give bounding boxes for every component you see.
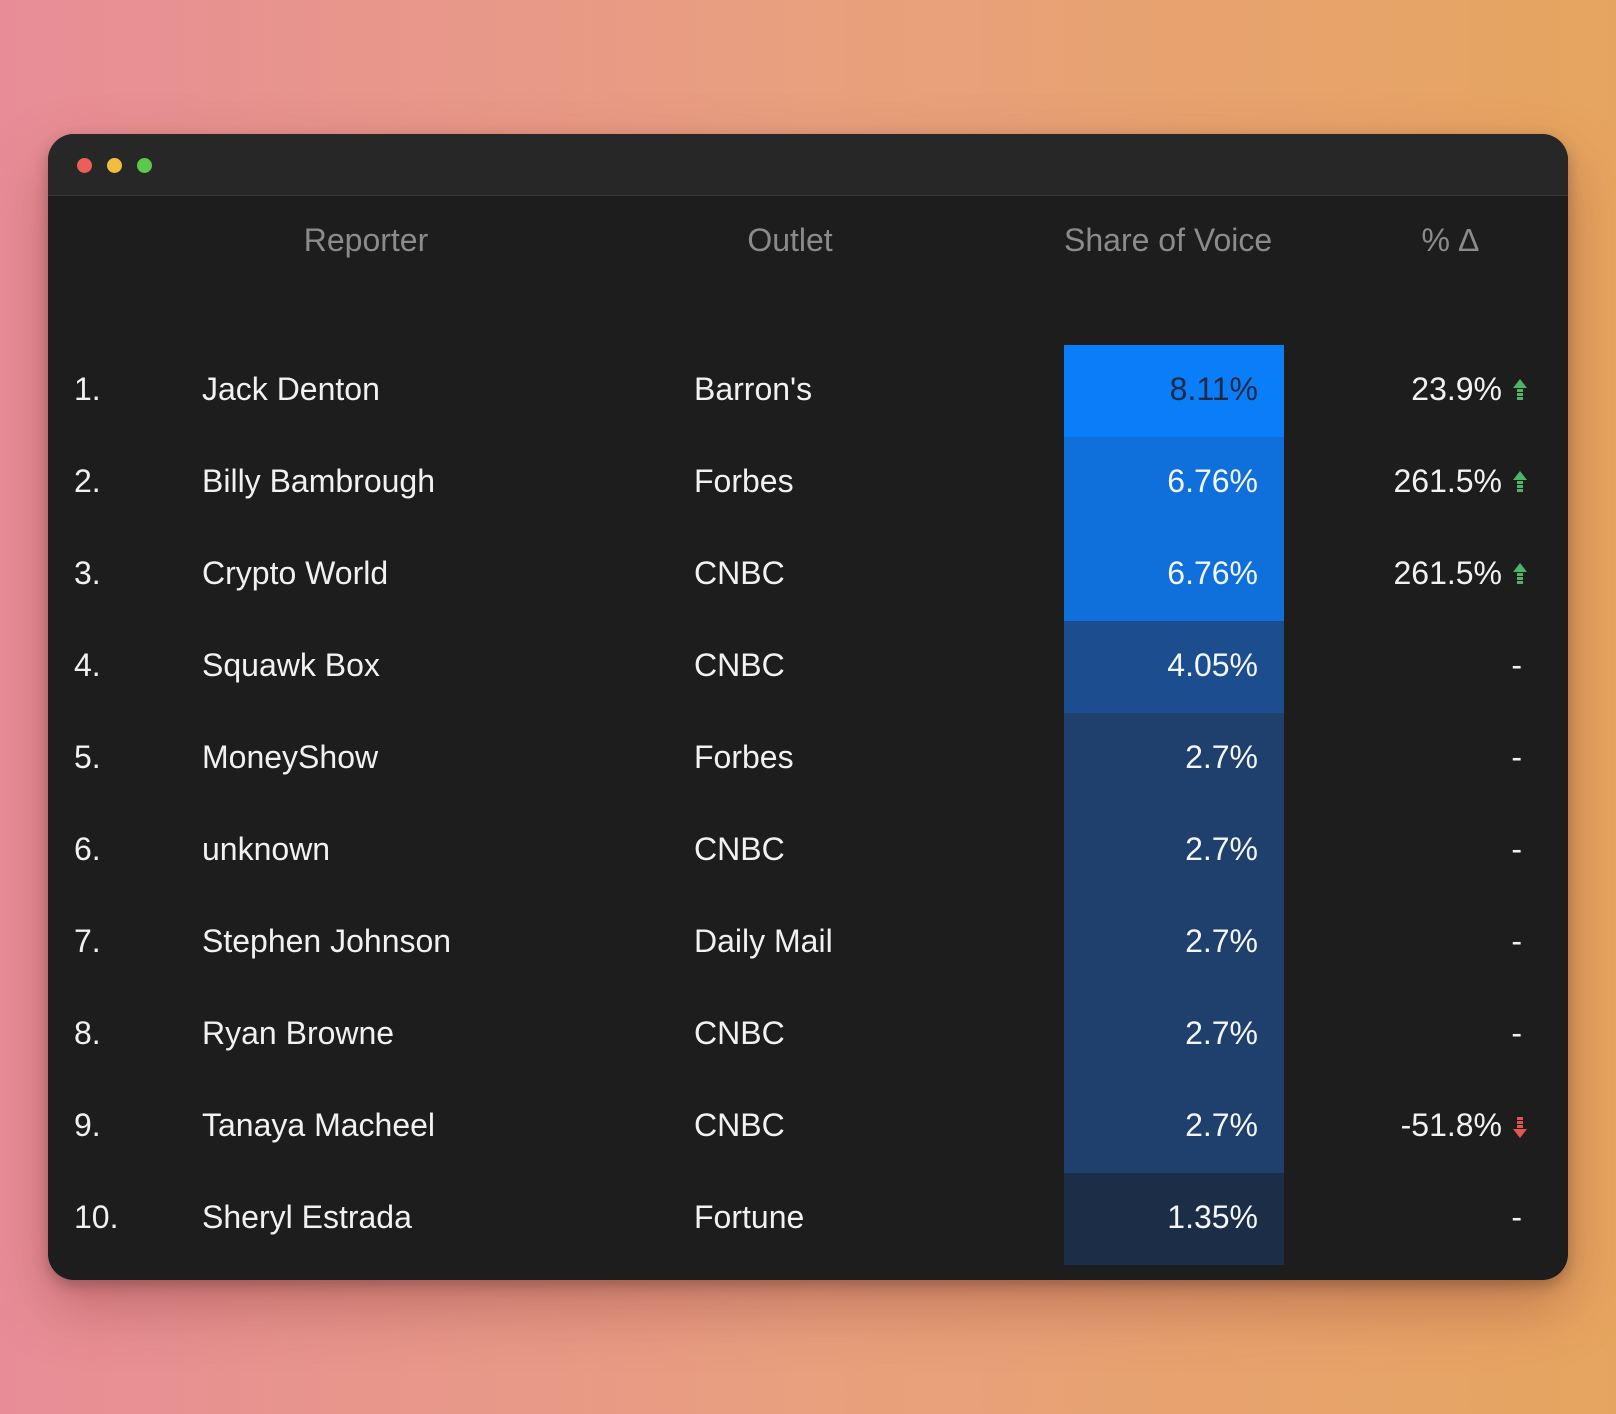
reporter-name: Ryan Browne <box>202 1015 395 1051</box>
outlet-name: CNBC <box>694 555 785 591</box>
percent-change-value: - <box>1511 1015 1522 1051</box>
rank-number: 3. <box>74 555 101 591</box>
rank-number: 6. <box>74 831 101 867</box>
table-row[interactable]: 7. Stephen Johnson Daily Mail 2.7% - <box>48 897 1568 989</box>
percent-change-cell: 23.9% <box>1288 345 1528 437</box>
percent-change-value: 261.5% <box>1393 555 1502 591</box>
share-of-voice-cell: 8.11% <box>1064 345 1284 437</box>
share-of-voice-cell: 6.76% <box>1064 437 1284 529</box>
column-header-reporter[interactable]: Reporter <box>303 222 429 258</box>
percent-change-cell: - <box>1288 713 1528 805</box>
table-header: Reporter Outlet Share of Voice % ∆ <box>48 200 1568 280</box>
share-of-voice-cell: 2.7% <box>1064 713 1284 805</box>
outlet-name: Daily Mail <box>694 923 833 959</box>
table-row[interactable]: 3. Crypto World CNBC 6.76% 261.5% <box>48 529 1568 621</box>
table-row[interactable]: 6. unknown CNBC 2.7% - <box>48 805 1568 897</box>
percent-change-cell: -51.8% <box>1288 1081 1528 1173</box>
reporter-name: Tanaya Macheel <box>202 1107 436 1143</box>
rank-number: 8. <box>74 1015 101 1051</box>
table-row[interactable]: 4. Squawk Box CNBC 4.05% - <box>48 621 1568 713</box>
rank-number: 2. <box>74 463 101 499</box>
title-bar <box>48 134 1568 196</box>
close-window-button[interactable] <box>77 158 92 173</box>
reporter-name: Stephen Johnson <box>202 923 452 959</box>
app-window: Reporter Outlet Share of Voice % ∆ 1. Jac… <box>48 134 1568 1280</box>
share-of-voice-cell: 4.05% <box>1064 621 1284 713</box>
outlet-name: Forbes <box>694 739 794 775</box>
trend-up-arrow-icon <box>1513 563 1527 584</box>
trend-up-arrow-icon <box>1513 471 1527 492</box>
column-header-outlet[interactable]: Outlet <box>747 222 833 258</box>
percent-change-value: - <box>1511 739 1522 775</box>
rank-number: 1. <box>74 371 101 407</box>
table-row[interactable]: 10. Sheryl Estrada Fortune 1.35% - <box>48 1173 1568 1270</box>
trend-down-arrow-icon <box>1513 1117 1527 1138</box>
outlet-name: Fortune <box>694 1199 805 1235</box>
rank-number: 9. <box>74 1107 101 1143</box>
column-header-share-of-voice[interactable]: Share of Voice <box>1064 222 1273 258</box>
reporter-name: Crypto World <box>202 555 389 591</box>
reporter-name: MoneyShow <box>202 739 379 775</box>
share-of-voice-cell: 6.76% <box>1064 529 1284 621</box>
rank-number: 10. <box>74 1199 119 1235</box>
reporter-name: unknown <box>202 831 331 867</box>
rank-number: 7. <box>74 923 101 959</box>
outlet-name: CNBC <box>694 647 785 683</box>
trend-up-arrow-icon <box>1513 379 1527 400</box>
percent-change-cell: - <box>1288 805 1528 897</box>
zoom-window-button[interactable] <box>137 158 152 173</box>
percent-change-value: - <box>1511 831 1522 867</box>
minimize-window-button[interactable] <box>107 158 122 173</box>
percent-change-value: 23.9% <box>1411 371 1502 407</box>
outlet-name: CNBC <box>694 1107 785 1143</box>
rank-number: 5. <box>74 739 101 775</box>
percent-change-value: 261.5% <box>1393 463 1502 499</box>
percent-change-cell: - <box>1288 989 1528 1081</box>
percent-change-value: - <box>1511 647 1522 683</box>
reporter-name: Squawk Box <box>202 647 380 683</box>
reporter-name: Jack Denton <box>202 371 380 407</box>
outlet-name: Barron's <box>694 371 813 407</box>
table-row[interactable]: 1. Jack Denton Barron's 8.11% 23.9% <box>48 345 1568 437</box>
share-of-voice-cell: 2.7% <box>1064 805 1284 897</box>
percent-change-cell: 261.5% <box>1288 529 1528 621</box>
outlet-name: CNBC <box>694 1015 785 1051</box>
percent-change-value: -51.8% <box>1400 1107 1502 1143</box>
reporter-name: Billy Bambrough <box>202 463 435 499</box>
table-row[interactable]: 2. Billy Bambrough Forbes 6.76% 261.5% <box>48 437 1568 529</box>
reporter-name: Sheryl Estrada <box>202 1199 412 1235</box>
share-of-voice-cell: 2.7% <box>1064 989 1284 1081</box>
percent-change-cell: - <box>1288 1173 1528 1265</box>
outlet-name: Forbes <box>694 463 794 499</box>
outlet-name: CNBC <box>694 831 785 867</box>
percent-change-value: - <box>1511 1199 1522 1235</box>
percent-change-value: - <box>1511 923 1522 959</box>
column-header-percent-change[interactable]: % ∆ <box>1421 222 1479 258</box>
share-of-voice-cell: 2.7% <box>1064 897 1284 989</box>
table-row[interactable]: 9. Tanaya Macheel CNBC 2.7% -51.8% <box>48 1081 1568 1173</box>
rank-number: 4. <box>74 647 101 683</box>
share-of-voice-cell: 2.7% <box>1064 1081 1284 1173</box>
table-body: 1. Jack Denton Barron's 8.11% 23.9% 2. Billy B… <box>48 345 1568 1270</box>
table-row[interactable]: 5. MoneyShow Forbes 2.7% - <box>48 713 1568 805</box>
table-row[interactable]: 8. Ryan Browne CNBC 2.7% - <box>48 989 1568 1081</box>
percent-change-cell: 261.5% <box>1288 437 1528 529</box>
percent-change-cell: - <box>1288 897 1528 989</box>
share-of-voice-cell: 1.35% <box>1064 1173 1284 1265</box>
percent-change-cell: - <box>1288 621 1528 713</box>
